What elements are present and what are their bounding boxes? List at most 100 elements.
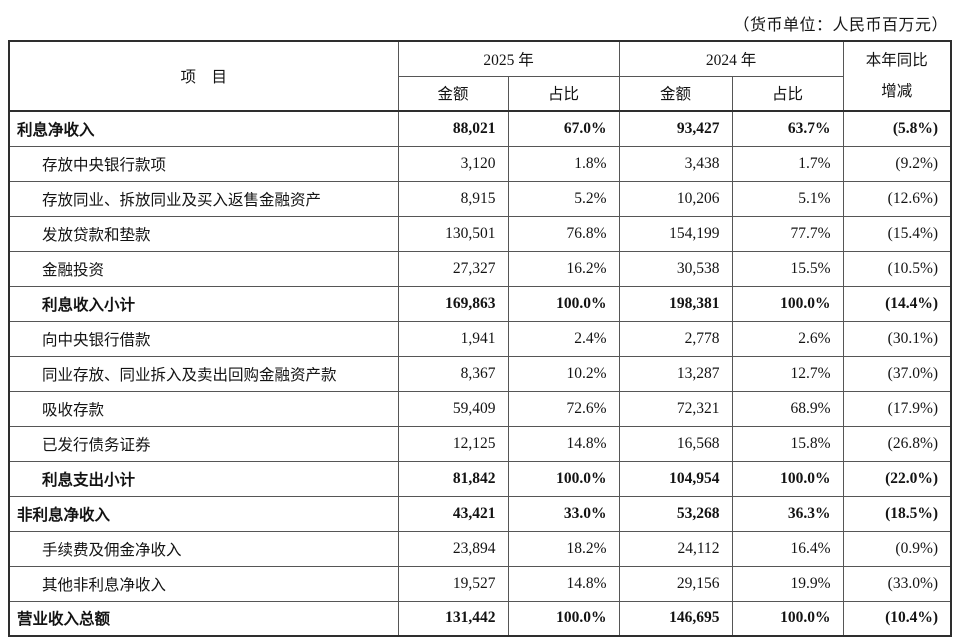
- row-label: 存放同业、拆放同业及买入返售金融资产: [8, 180, 399, 217]
- share-2024-cell: 63.7%: [731, 110, 844, 147]
- row-label: 向中央银行借款: [8, 320, 399, 357]
- row-label: 非利息净收入: [8, 495, 399, 532]
- amount-2024-cell: 104,954: [618, 460, 733, 497]
- amount-2025-cell: 59,409: [397, 390, 509, 427]
- table-row: 已发行债务证券 12,125 14.8% 16,568 15.8% (26.8%): [8, 425, 952, 462]
- amount-2024-cell: 30,538: [618, 250, 733, 287]
- table-row: 手续费及佣金净收入 23,894 18.2% 24,112 16.4% (0.9%): [8, 530, 952, 567]
- amount-2025-cell: 130,501: [397, 215, 509, 252]
- row-label: 发放贷款和垫款: [8, 215, 399, 252]
- amount-2025-cell: 19,527: [397, 565, 509, 602]
- yoy-change-cell: (22.0%): [842, 460, 952, 497]
- share-2025-cell: 33.0%: [507, 495, 620, 532]
- row-label: 利息收入小计: [8, 285, 399, 322]
- row-label: 手续费及佣金净收入: [8, 530, 399, 567]
- amount-2025-cell: 131,442: [397, 600, 509, 637]
- yoy-change-cell: (33.0%): [842, 565, 952, 602]
- amount-2024-cell: 72,321: [618, 390, 733, 427]
- header-amount-2024: 金额: [618, 75, 733, 112]
- share-2025-cell: 10.2%: [507, 355, 620, 392]
- share-2025-cell: 72.6%: [507, 390, 620, 427]
- amount-2025-cell: 81,842: [397, 460, 509, 497]
- yoy-change-cell: (15.4%): [842, 215, 952, 252]
- yoy-change-cell: (10.5%): [842, 250, 952, 287]
- share-2024-cell: 77.7%: [731, 215, 844, 252]
- share-2024-cell: 36.3%: [731, 495, 844, 532]
- amount-2025-cell: 12,125: [397, 425, 509, 462]
- table-row: 存放中央银行款项 3,120 1.8% 3,438 1.7% (9.2%): [8, 145, 952, 182]
- table-row: 向中央银行借款 1,941 2.4% 2,778 2.6% (30.1%): [8, 320, 952, 357]
- amount-2024-cell: 198,381: [618, 285, 733, 322]
- share-2025-cell: 2.4%: [507, 320, 620, 357]
- header-yoy-change-line1: 本年同比: [865, 52, 928, 69]
- yoy-change-cell: (17.9%): [842, 390, 952, 427]
- yoy-change-cell: (37.0%): [842, 355, 952, 392]
- share-2025-cell: 100.0%: [507, 600, 620, 637]
- amount-2025-cell: 43,421: [397, 495, 509, 532]
- header-item: 项 目: [8, 40, 399, 112]
- amount-2025-cell: 8,367: [397, 355, 509, 392]
- amount-2024-cell: 29,156: [618, 565, 733, 602]
- yoy-change-cell: (26.8%): [842, 425, 952, 462]
- yoy-change-cell: (18.5%): [842, 495, 952, 532]
- header-year-2024: 2024 年: [618, 40, 844, 77]
- amount-2025-cell: 3,120: [397, 145, 509, 182]
- amount-2025-cell: 169,863: [397, 285, 509, 322]
- table-header: 项 目 2025 年 2024 年 本年同比 增减 金额 占比 金额 占比: [8, 40, 952, 112]
- header-year-2025: 2025 年: [397, 40, 620, 77]
- amount-2024-cell: 2,778: [618, 320, 733, 357]
- share-2025-cell: 5.2%: [507, 180, 620, 217]
- table-row: 存放同业、拆放同业及买入返售金融资产 8,915 5.2% 10,206 5.1% (12…: [8, 180, 952, 217]
- amount-2024-cell: 154,199: [618, 215, 733, 252]
- table-row: 利息支出小计 81,842 100.0% 104,954 100.0% (22.0%): [8, 460, 952, 497]
- row-label: 同业存放、同业拆入及卖出回购金融资产款: [8, 355, 399, 392]
- row-label: 营业收入总额: [8, 600, 399, 637]
- yoy-change-cell: (0.9%): [842, 530, 952, 567]
- share-2024-cell: 15.5%: [731, 250, 844, 287]
- share-2025-cell: 100.0%: [507, 460, 620, 497]
- share-2024-cell: 12.7%: [731, 355, 844, 392]
- share-2024-cell: 100.0%: [731, 460, 844, 497]
- share-2024-cell: 19.9%: [731, 565, 844, 602]
- table-row: 利息净收入 88,021 67.0% 93,427 63.7% (5.8%): [8, 110, 952, 147]
- amount-2024-cell: 24,112: [618, 530, 733, 567]
- share-2024-cell: 15.8%: [731, 425, 844, 462]
- share-2024-cell: 1.7%: [731, 145, 844, 182]
- header-share-2024: 占比: [731, 75, 844, 112]
- table-body: 利息净收入 88,021 67.0% 93,427 63.7% (5.8%) 存放中央银行款…: [8, 110, 952, 637]
- row-label: 其他非利息净收入: [8, 565, 399, 602]
- amount-2024-cell: 93,427: [618, 110, 733, 147]
- row-label: 金融投资: [8, 250, 399, 287]
- yoy-change-cell: (14.4%): [842, 285, 952, 322]
- amount-2025-cell: 1,941: [397, 320, 509, 357]
- share-2024-cell: 5.1%: [731, 180, 844, 217]
- amount-2025-cell: 27,327: [397, 250, 509, 287]
- table-row: 发放贷款和垫款 130,501 76.8% 154,199 77.7% (15.4%): [8, 215, 952, 252]
- amount-2025-cell: 23,894: [397, 530, 509, 567]
- table-row: 同业存放、同业拆入及卖出回购金融资产款 8,367 10.2% 13,287 12.7%…: [8, 355, 952, 392]
- row-label: 利息支出小计: [8, 460, 399, 497]
- yoy-change-cell: (9.2%): [842, 145, 952, 182]
- yoy-change-cell: (5.8%): [842, 110, 952, 147]
- share-2025-cell: 18.2%: [507, 530, 620, 567]
- amount-2024-cell: 53,268: [618, 495, 733, 532]
- table-row: 吸收存款 59,409 72.6% 72,321 68.9% (17.9%): [8, 390, 952, 427]
- share-2025-cell: 14.8%: [507, 425, 620, 462]
- amount-2024-cell: 146,695: [618, 600, 733, 637]
- yoy-change-cell: (10.4%): [842, 600, 952, 637]
- share-2025-cell: 100.0%: [507, 285, 620, 322]
- header-row-1: 项 目 2025 年 2024 年 本年同比 增减: [8, 40, 952, 112]
- row-label: 利息净收入: [8, 110, 399, 147]
- currency-unit-note: （货币单位：人民币百万元）: [733, 17, 948, 34]
- table-row: 金融投资 27,327 16.2% 30,538 15.5% (10.5%): [8, 250, 952, 287]
- share-2024-cell: 68.9%: [731, 390, 844, 427]
- share-2025-cell: 1.8%: [507, 145, 620, 182]
- share-2024-cell: 100.0%: [731, 600, 844, 637]
- table-row: 营业收入总额 131,442 100.0% 146,695 100.0% (10.4%): [8, 600, 952, 637]
- amount-2025-cell: 8,915: [397, 180, 509, 217]
- header-row-2: 金额 占比 金额 占比: [9, 75, 951, 112]
- amount-2025-cell: 88,021: [397, 110, 509, 147]
- yoy-change-cell: (12.6%): [842, 180, 952, 217]
- amount-2024-cell: 10,206: [618, 180, 733, 217]
- share-2024-cell: 16.4%: [731, 530, 844, 567]
